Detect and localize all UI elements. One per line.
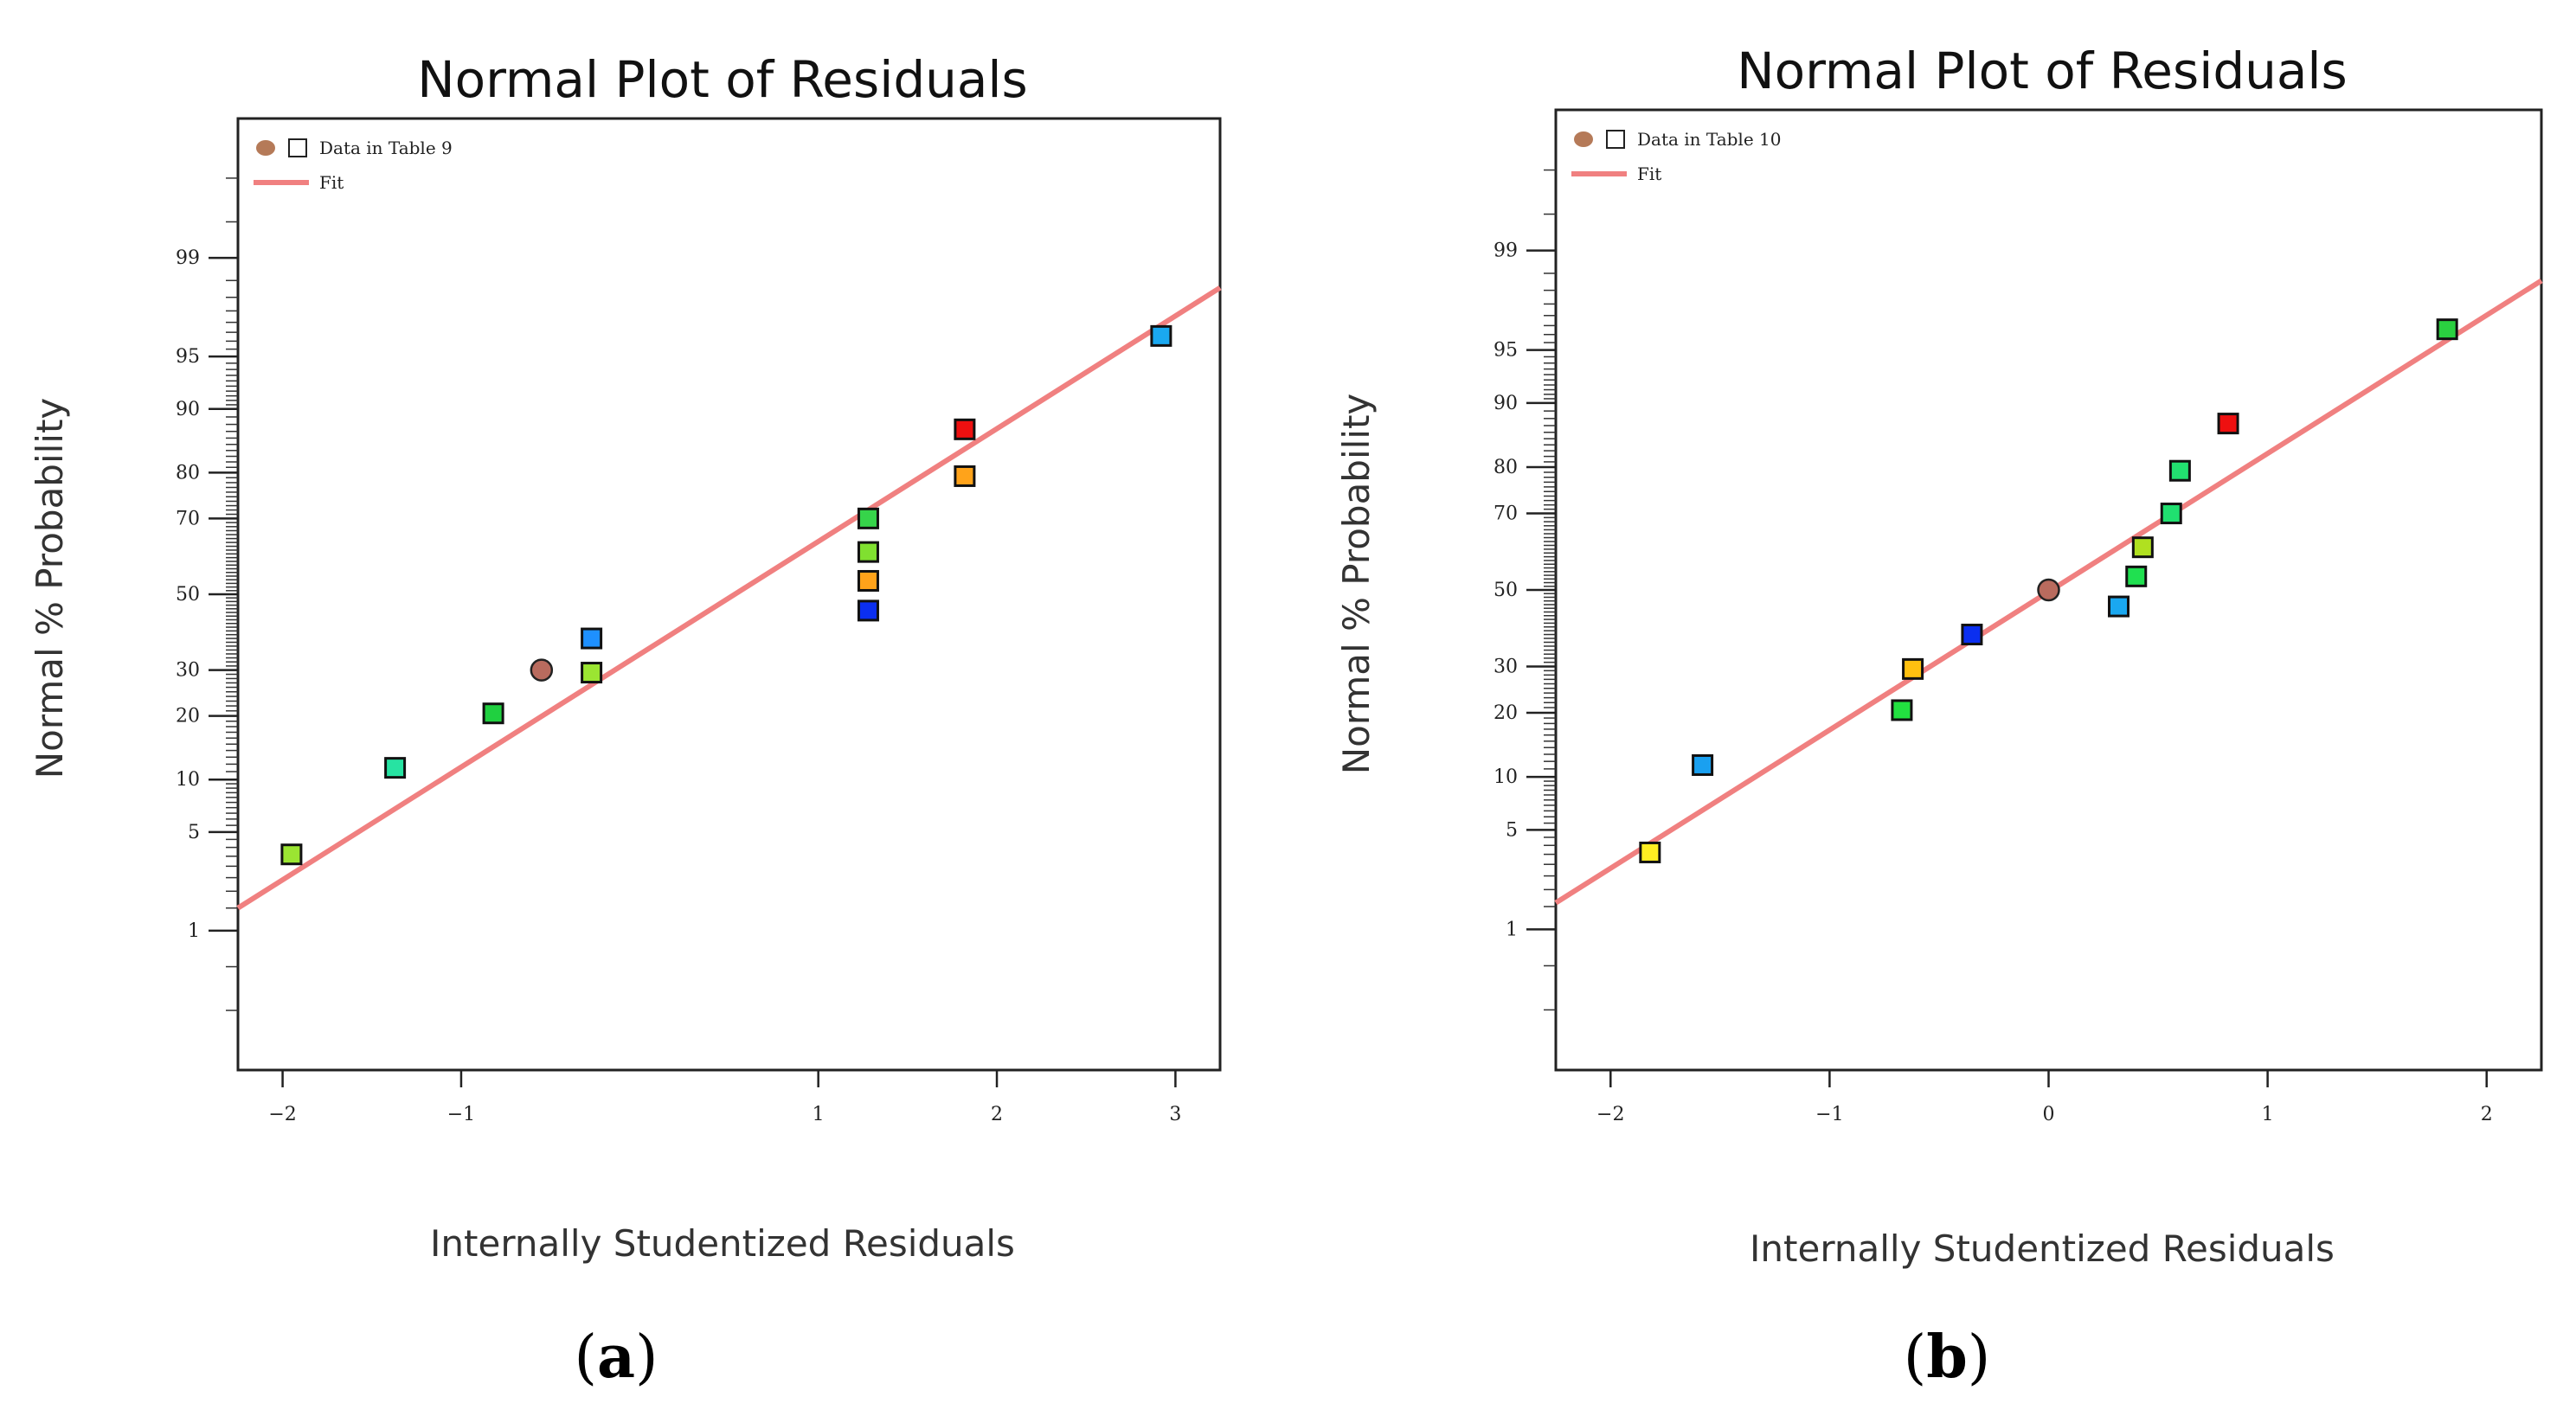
chart-a-plot-frame: [236, 117, 1222, 1072]
chart-a-xlabel: Internally Studentized Residuals: [430, 1222, 1015, 1265]
chart-b-x-tick-label: 0: [2043, 1104, 2055, 1125]
chart-b-plot: 1 5 10 20 30 50 70 80 90 95 99 −2 −1 0 1 2 Data in Table…: [1494, 108, 2543, 1125]
chart-a-y-tick-label: 90: [176, 399, 200, 420]
chart-a-x-tick-label: 3: [1169, 1104, 1181, 1125]
chart-b-x-tick-label: 2: [2481, 1104, 2493, 1125]
chart-a-data-point: [857, 599, 879, 622]
chart-a-data-point: [581, 662, 603, 684]
chart-a-y-tick-label: 10: [176, 769, 200, 791]
chart-b-legend-dot: [1574, 131, 1593, 147]
chart-b-legend-data-label: Data in Table 10: [1637, 129, 1781, 150]
chart-a-y-tick-label: 99: [176, 247, 200, 269]
chart-panel-b: Normal Plot of Residuals Normal % Probab…: [1324, 0, 2576, 1410]
chart-b-data-point: [2125, 565, 2148, 587]
chart-a-legend-dot: [256, 140, 275, 156]
chart-b-y-tick-label: 99: [1494, 240, 1518, 262]
chart-a-y-tick-label: 30: [176, 660, 200, 682]
chart-a-y-tick-label: 70: [176, 508, 200, 529]
chart-b-data-point: [1639, 841, 1661, 863]
chart-a-y-tick-label: 20: [176, 706, 200, 727]
chart-a-caption-letter: a: [597, 1323, 635, 1392]
chart-b-y-tick-label: 1: [1506, 919, 1518, 940]
chart-a-x-tick-label: 2: [991, 1104, 1003, 1125]
chart-a-data-point: [280, 843, 303, 866]
chart-b-data-point: [2160, 503, 2182, 525]
chart-b-title: Normal Plot of Residuals: [1737, 42, 2348, 100]
chart-a-x-tick-label: 1: [813, 1104, 825, 1125]
chart-a-title: Normal Plot of Residuals: [417, 50, 1028, 109]
chart-b-x-tick-label: −1: [1815, 1104, 1843, 1125]
chart-a-y-tick-label: 50: [176, 584, 200, 606]
chart-b-legend-square: [1606, 130, 1625, 149]
chart-b-data-point: [2107, 595, 2130, 618]
chart-b-ylabel: Normal % Probability: [1335, 394, 1378, 775]
chart-a-data-point: [857, 569, 879, 592]
chart-a-data-point: [1150, 324, 1172, 347]
chart-a-x-tick-label: −2: [268, 1104, 296, 1125]
chart-a-x-tick-label: −1: [447, 1104, 475, 1125]
chart-b-y-tick-label: 20: [1494, 702, 1518, 724]
chart-b-xlabel: Internally Studentized Residuals: [1750, 1227, 2335, 1270]
chart-b-y-tick-label: 70: [1494, 503, 1518, 525]
chart-a-plot: 1 5 10 20 30 50 70 80 90 95 99 −2 −1 1 2 3 Data in Table…: [176, 117, 1222, 1125]
chart-a-y-tick-label: 95: [176, 346, 200, 368]
chart-a-caption: (a): [574, 1323, 658, 1392]
chart-b-data-point: [1961, 624, 1983, 646]
chart-a-legend-square: [288, 138, 307, 157]
chart-b-y-tick-label: 10: [1494, 766, 1518, 788]
chart-b-y-tick-label: 50: [1494, 580, 1518, 601]
chart-b-y-tick-label: 80: [1494, 457, 1518, 478]
chart-a-ylabel: Normal % Probability: [29, 398, 71, 779]
chart-a-data-point: [857, 541, 879, 563]
chart-a-data-point: [581, 627, 603, 650]
chart-a-svg: Normal Plot of Residuals Normal % Probab…: [29, 50, 1222, 1392]
chart-b-data-point: [2037, 578, 2060, 602]
chart-b-data-point: [1902, 657, 1924, 680]
chart-a-legend-data-label: Data in Table 9: [319, 138, 453, 158]
chart-a-y-tick-label: 80: [176, 462, 200, 484]
chart-b-y-tick-label: 5: [1506, 819, 1518, 841]
chart-a-data-point: [530, 658, 554, 682]
chart-a-fit-line: [236, 285, 1222, 911]
chart-b-data-point: [1692, 753, 1714, 776]
chart-b-svg: Normal Plot of Residuals Normal % Probab…: [1335, 42, 2543, 1392]
chart-a-data-point: [954, 465, 976, 487]
chart-b-legend-fit-label: Fit: [1637, 163, 1661, 184]
chart-b-x-tick-label: −2: [1596, 1104, 1624, 1125]
chart-a-legend-fit-label: Fit: [319, 172, 344, 193]
chart-b-x-tick-label: 1: [2262, 1104, 2274, 1125]
chart-b-data-point: [2217, 413, 2239, 435]
chart-a-y-tick-label: 1: [188, 920, 200, 942]
chart-b-y-tick-label: 30: [1494, 656, 1518, 677]
chart-b-caption: (b): [1904, 1323, 1991, 1392]
chart-b-data-point: [2131, 536, 2154, 559]
chart-b-y-tick-label: 90: [1494, 393, 1518, 414]
chart-panel-a: Normal Plot of Residuals Normal % Probab…: [29, 50, 1222, 1392]
chart-a-data-point: [482, 702, 504, 725]
chart-a-data-point: [384, 757, 407, 779]
chart-a-y-tick-label: 5: [188, 822, 200, 843]
chart-b-caption-letter: b: [1926, 1323, 1968, 1392]
chart-b-data-point: [2436, 318, 2458, 341]
chart-b-data-point: [2168, 459, 2191, 482]
chart-b-y-tick-label: 95: [1494, 340, 1518, 362]
chart-b-data-point: [1891, 699, 1913, 721]
chart-a-data-point: [857, 507, 879, 529]
chart-a-data-point: [954, 418, 976, 440]
